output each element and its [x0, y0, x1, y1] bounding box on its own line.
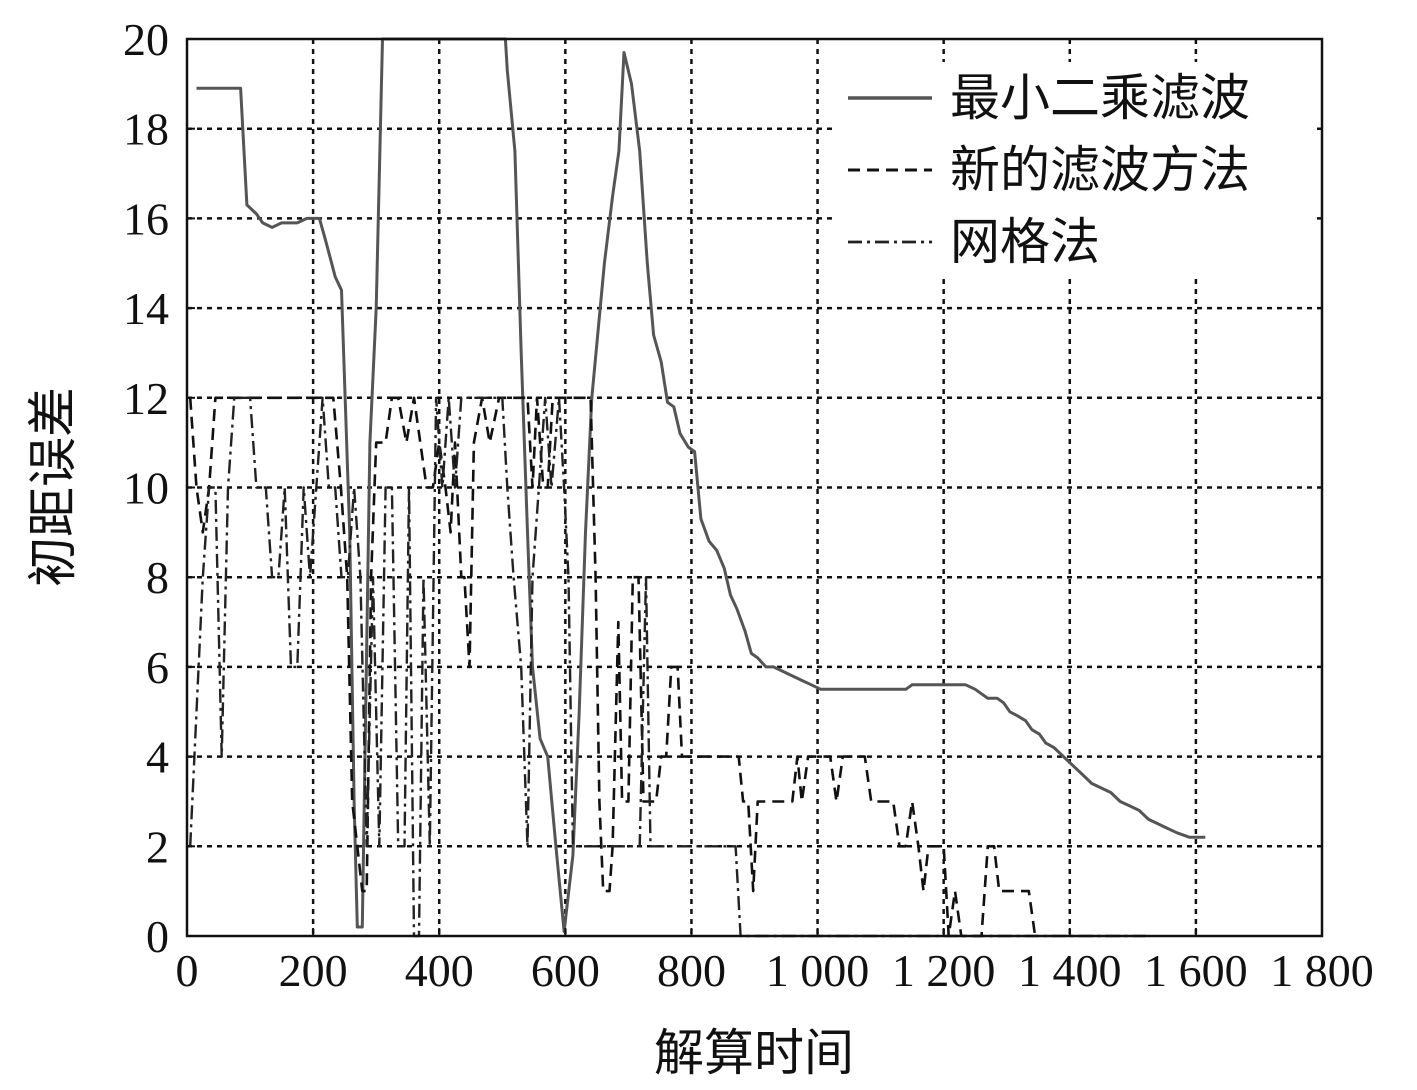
legend-label: 新的滤波方法	[950, 141, 1250, 199]
x-tick-label: 1 400	[1018, 945, 1122, 996]
series-2	[188, 396, 1037, 938]
x-tick-label: 600	[531, 945, 600, 996]
y-axis-label: 初距误差	[24, 387, 82, 587]
x-tick-label: 800	[657, 945, 726, 996]
y-tick-label: 4	[146, 732, 169, 783]
x-tick-label: 400	[405, 945, 474, 996]
series-1	[196, 37, 1206, 933]
series-line	[196, 37, 1206, 933]
y-tick-label: 16	[123, 193, 169, 244]
x-tick-label: 1 600	[1144, 945, 1248, 996]
legend-label: 最小二乘滤波	[950, 69, 1250, 127]
series-layer	[188, 37, 1206, 938]
y-tick-label: 14	[123, 283, 169, 334]
y-tick-label: 0	[146, 911, 169, 962]
y-tick-label: 20	[123, 14, 169, 65]
x-tick-labels: 0 200 400 600 800 1 000 1 200 1 400 1 600 1 800	[176, 945, 1374, 996]
x-tick-label: 1 200	[892, 945, 996, 996]
x-axis-label: 解算时间	[654, 1024, 854, 1082]
legend-label: 网格法	[950, 213, 1100, 271]
x-tick-label: 200	[279, 945, 348, 996]
y-tick-label: 2	[146, 821, 169, 872]
y-tick-label: 18	[123, 104, 169, 155]
y-tick-label: 12	[123, 373, 169, 424]
series-line	[188, 396, 1037, 938]
y-tick-label: 6	[146, 642, 169, 693]
x-tick-label: 1 000	[766, 945, 870, 996]
y-tick-label: 10	[123, 463, 169, 514]
tick-marks	[186, 38, 1323, 937]
y-tick-label: 8	[146, 552, 169, 603]
x-tick-label: 1 800	[1270, 945, 1374, 996]
y-tick-labels: 0 2 4 6 8 10 12 14 16 18 20	[123, 14, 169, 962]
x-tick-label: 0	[176, 945, 199, 996]
